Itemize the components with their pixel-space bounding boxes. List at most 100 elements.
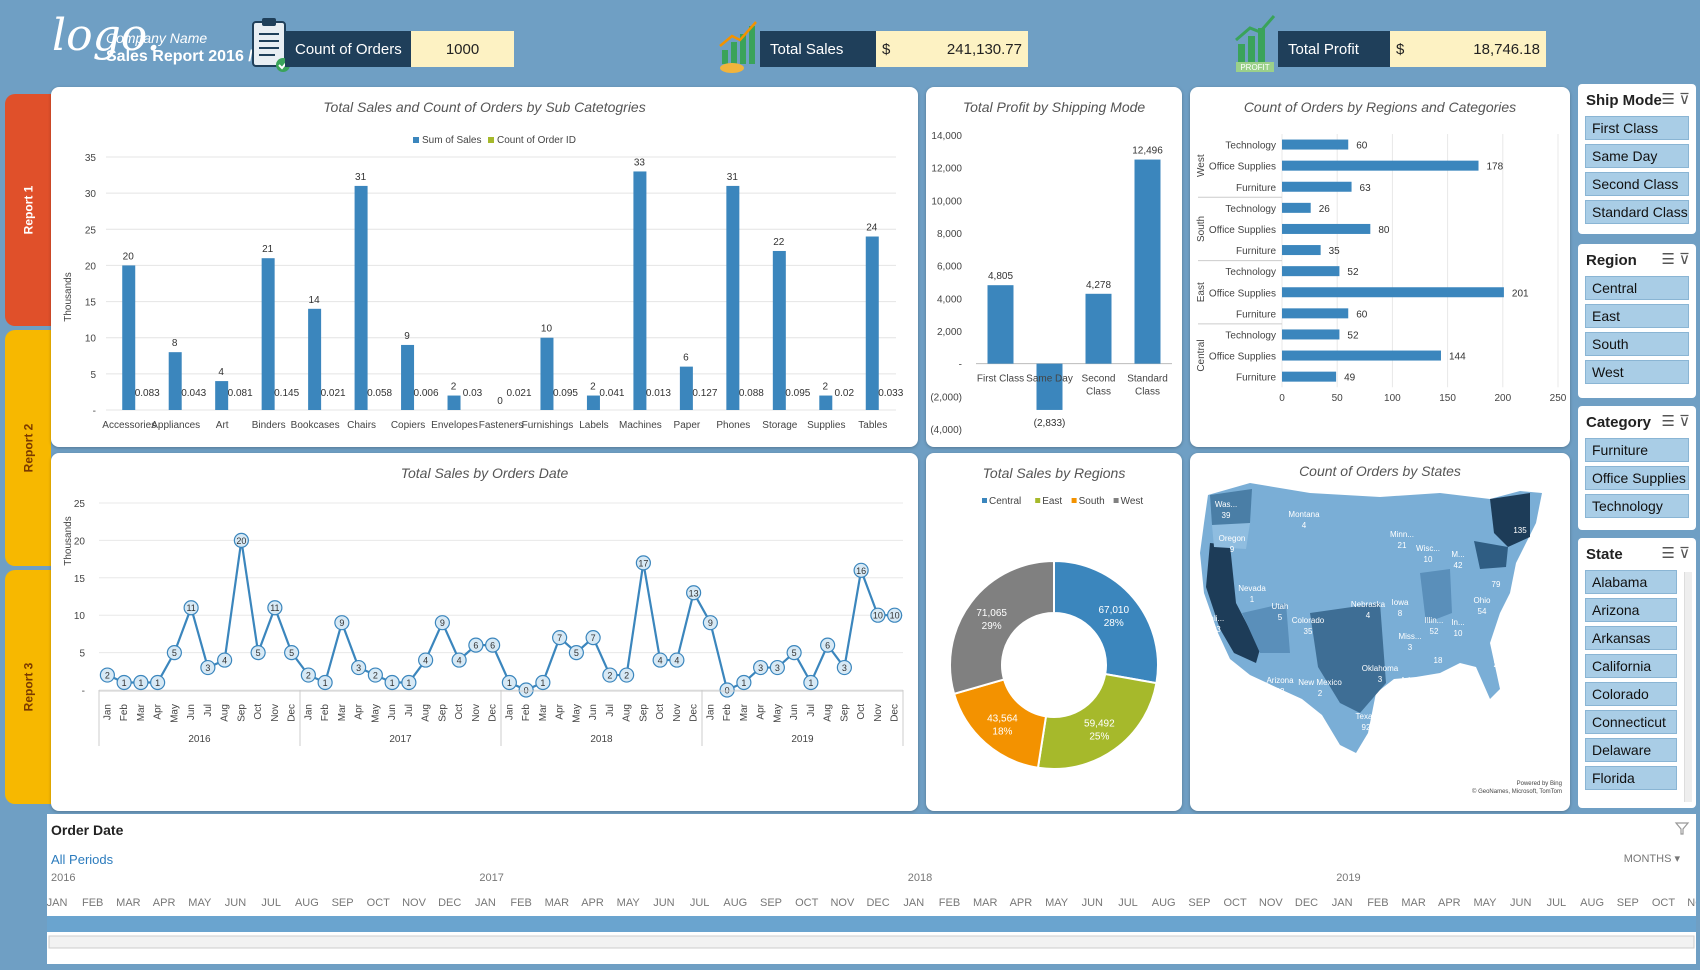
bar-sales [401,344,415,410]
bar-label: 63 [1360,183,1372,194]
slicer-title: Region [1586,252,1637,269]
data-point [267,600,283,616]
bar [1282,202,1311,213]
slicer-item[interactable]: Second Class [1585,172,1689,196]
sales-regions-panel: Total Sales by Regions Central East South W… [926,453,1182,811]
slicer-item[interactable]: Florida [1585,766,1677,790]
slicer-item[interactable]: First Class [1585,116,1689,140]
month-label: Aug [823,704,834,722]
timeline-unit-select[interactable]: MONTHS ▾ [1623,853,1680,865]
x-tick-label: Same Day [1026,374,1073,385]
bar-label-sales: 8 [172,338,178,349]
bar [1282,139,1349,150]
month-label: Mar [337,703,348,721]
slice-value: 71,065 [976,608,1007,619]
bar-sales [726,185,740,410]
point-label: 3 [842,663,847,673]
tab-report-1[interactable]: Report 1 [5,94,51,326]
timeline-month-label: JAN [475,897,496,909]
kpi-sales-currency: $ [882,40,891,58]
point-label: 10 [873,611,883,621]
slicer-item[interactable]: South [1585,332,1689,356]
x-tick-label: Furnishings [522,420,574,431]
month-label: Mar [136,703,147,721]
slicer-item[interactable]: Delaware [1585,738,1677,762]
point-label: 1 [406,678,411,688]
month-label: Sep [839,704,850,722]
y-tick-label: - [82,686,85,697]
slicer-item[interactable]: Furniture [1585,438,1689,462]
tab-report-3[interactable]: Report 3 [5,570,51,804]
multi-select-filter-icon[interactable]: ☰ ⊽ [1661,251,1690,268]
timeline-scrollbar[interactable] [48,935,1695,949]
slicer-scrollbar[interactable] [1684,572,1692,802]
map-state-value: 4 [1448,719,1453,728]
multi-select-filter-icon[interactable]: ☰ ⊽ [1661,413,1690,430]
point-label: 4 [423,656,428,666]
donut-slice [1053,559,1159,685]
slicer-item[interactable]: Connecticut [1585,710,1677,734]
timeline-months[interactable]: 2016 JAN FEB MAR APR MAY JUN JUL AUG SEP OCT NOV DEC… [47,866,1696,964]
bar-label-count: 0.021 [321,388,346,399]
data-point [853,562,869,578]
legend-swatch [1071,498,1077,503]
slicer-item[interactable]: California [1585,654,1677,678]
slicer-item[interactable]: Central [1585,276,1689,300]
data-point [786,645,802,661]
y-tick-label: 12,000 [931,164,962,175]
slicer-item[interactable]: Office Supplies [1585,466,1689,490]
month-label: Mar [538,703,549,721]
x-tick-label: Tables [858,420,887,431]
point-label: 2 [306,671,311,681]
x-tick-label: Labels [579,420,608,431]
y-tick-label: 5 [79,649,85,660]
slicer-item[interactable]: Alabama [1585,570,1677,594]
bar [1282,245,1321,256]
tab-report-2[interactable]: Report 2 [5,330,51,566]
point-label: 1 [808,678,813,688]
data-point [803,674,819,691]
slicer-item[interactable]: Same Day [1585,144,1689,168]
point-label: 17 [638,558,648,568]
map-state-label: Nevada [1238,584,1266,593]
clear-filter-icon[interactable] [1674,820,1690,836]
subcategory-chart-panel: Total Sales and Count of Orders by Sub C… [51,87,918,447]
timeline-month-label: JUN [1510,897,1531,909]
slicer-item[interactable]: West [1585,360,1689,384]
x-tick-label: Paper [674,420,701,431]
month-label: Sep [638,704,649,722]
data-point [602,667,618,683]
bar-label: 12,496 [1132,146,1163,157]
month-label: Jan [705,704,716,720]
order-date-timeline[interactable]: Order Date All Periods MONTHS ▾ 2016 JAN F… [47,814,1696,964]
map-state-label: Illin... [1425,616,1444,625]
data-point [887,607,903,623]
timeline-month-label: JAN [47,897,67,909]
slicer-item[interactable]: Standard Class [1585,200,1689,224]
multi-select-filter-icon[interactable]: ☰ ⊽ [1661,91,1690,108]
bar-label: 60 [1356,309,1368,320]
slicer-item[interactable]: Colorado [1585,682,1677,706]
region-label: East [1196,282,1207,302]
bar [1134,159,1161,364]
bar [1282,266,1340,277]
slicer-item[interactable]: Arizona [1585,598,1677,622]
multi-select-filter-icon[interactable]: ☰ ⊽ [1661,545,1690,562]
timeline-selection-bar[interactable] [47,916,1696,932]
map-state-value: 21 [1398,541,1407,550]
timeline-all-periods[interactable]: All Periods [51,852,114,867]
x-tick-label: Fasteners [479,420,523,431]
data-point [384,674,400,691]
slicer-item[interactable]: Arkansas [1585,626,1677,650]
point-label: 3 [205,663,210,673]
y-tick-label: 6,000 [937,262,962,273]
slice-percent: 18% [992,727,1012,738]
map-state-label: Was... [1215,500,1237,509]
slicer-item[interactable]: East [1585,304,1689,328]
timeline-month-label: FEB [510,897,531,909]
bar-label-sales: 0 [497,396,503,407]
map-credit-data: © GeoNames, Microsoft, TomTom [1472,788,1562,795]
slicer-item[interactable]: Technology [1585,494,1689,518]
bar-label-sales: 9 [404,331,410,342]
